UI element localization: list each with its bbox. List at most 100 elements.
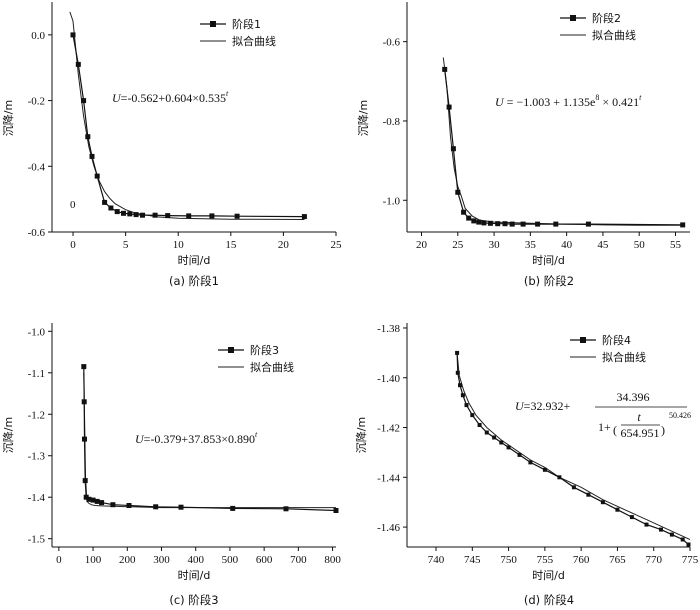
data-point [455,370,460,375]
y-tick-label: -0.2 [28,96,45,108]
x-tick-label: 0 [70,239,76,251]
legend-measured-label: 阶段4 [602,333,631,347]
data-point [446,104,452,110]
x-tick-label: 20 [278,239,290,251]
data-point [114,209,120,215]
y-tick-label: -1.3 [28,451,46,463]
data-point [455,189,461,195]
data-point [464,403,469,408]
data-point [70,32,76,38]
data-point [659,527,663,532]
legend-fit-label: 拟合曲线 [232,34,276,48]
data-point [476,219,482,225]
equation-body: =-0.562+0.604×0.535 [121,91,226,105]
data-point [102,199,108,205]
equation-variable: U [112,91,122,105]
x-tick-label: 200 [119,554,136,566]
data-point [461,209,467,215]
measured-series-line [72,34,305,218]
x-tick-label: 25 [331,239,343,251]
equation-numerator: 34.396 [617,390,650,404]
data-point [506,445,511,450]
data-point [108,205,114,211]
chart-caption: (c) 阶段3 [169,593,218,607]
equation-paren-right: ) [661,423,665,437]
legend-measured-label: 阶段1 [232,17,261,31]
data-point [140,212,145,218]
y-tick-label: -1.40 [377,373,400,385]
x-tick-label: 400 [187,554,204,566]
chart-panel-2: 20 25 30 35 40 45 50 55 -0.6 -0.8 -1.0 时间/d 沉降/m (b) … [356,2,690,288]
data-point [600,500,605,505]
chart-panel-4: 740 745 750 755 760 765 770 775 -1.38 -1.40 -1.42 -… [354,323,699,607]
chart-caption: (a) 阶段1 [169,274,219,288]
x-tick-label: 770 [645,554,662,566]
y-tick-label: -1.38 [377,323,400,335]
data-point [585,221,591,227]
data-point [90,497,96,503]
x-tick-label: 700 [290,554,307,566]
legend-measured-label: 阶段3 [250,343,279,357]
equation-variable: U [495,95,505,109]
y-tick-label: -1.0 [383,195,401,207]
data-point [153,504,159,510]
data-point [455,350,460,355]
equation-inner-denominator: 654.951 [621,426,660,440]
data-point [487,220,493,226]
data-point [481,220,487,226]
data-point [152,212,158,218]
data-point [301,214,307,220]
data-point [495,221,501,227]
data-point [615,507,620,512]
data-point [557,475,562,480]
data-point [553,221,559,227]
fit-curve-line [442,57,683,226]
x-tick-label: 100 [85,554,102,566]
data-point [89,153,95,159]
data-point [680,537,685,542]
data-point [686,542,691,547]
x-tick-label: 740 [428,554,445,566]
data-point [127,211,133,217]
data-point [502,221,508,227]
data-point [81,399,87,405]
data-point [165,213,171,219]
data-point [209,213,215,219]
data-point [126,503,132,508]
equation-body: =-0.379+37.853×0.890 [144,432,255,446]
y-tick-label: -1.42 [377,423,400,435]
data-point [85,134,91,140]
data-point [669,532,674,537]
data-point [83,494,89,500]
data-point [458,383,462,388]
data-point [121,210,126,216]
data-point [586,492,591,497]
measured-series-line [444,69,683,226]
equation-variable: U [515,399,525,413]
x-tick-label: 15 [225,239,237,251]
legend-measured-marker [228,347,234,353]
x-tick-label: 300 [153,554,170,566]
y-tick-label: -0.4 [28,161,46,173]
y-axis-label: 沉降/m [354,417,368,453]
y-tick-label: -0.6 [28,227,46,239]
y-tick-label: -1.5 [28,534,46,546]
data-point [517,452,522,457]
data-point [542,467,547,472]
data-point [492,435,497,440]
x-tick-label: 5 [123,239,129,251]
chart-caption: (d) 阶段4 [524,593,574,607]
fit-equation: U=-0.562+0.604×0.535t [112,89,229,105]
x-tick-label: 600 [256,554,273,566]
y-tick-label: -0.6 [383,37,401,49]
data-point [477,423,482,427]
data-point [82,478,88,484]
data-point [680,222,686,228]
y-tick-label: -1.0 [28,326,46,338]
equation-exponent: t [255,430,258,439]
data-point [234,213,240,219]
legend-measured-marker [580,337,586,343]
data-point [471,218,477,224]
legend-measured-marker [210,21,216,27]
data-point [520,221,526,227]
